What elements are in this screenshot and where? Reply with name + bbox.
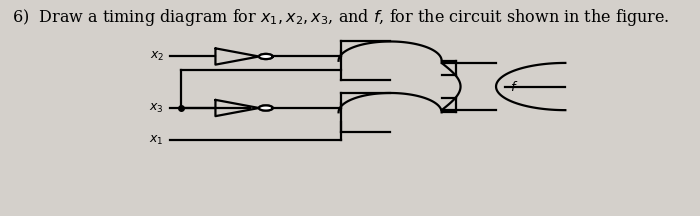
- Text: $f$: $f$: [510, 79, 519, 94]
- Polygon shape: [259, 105, 273, 111]
- Text: 6)  Draw a timing diagram for $x_1, x_2, x_3$, and $f$, for the circuit shown in: 6) Draw a timing diagram for $x_1, x_2, …: [12, 7, 670, 28]
- Polygon shape: [259, 54, 273, 59]
- Text: $x_3$: $x_3$: [149, 102, 164, 114]
- Text: $x_1$: $x_1$: [149, 134, 164, 147]
- Text: $x_2$: $x_2$: [150, 50, 164, 63]
